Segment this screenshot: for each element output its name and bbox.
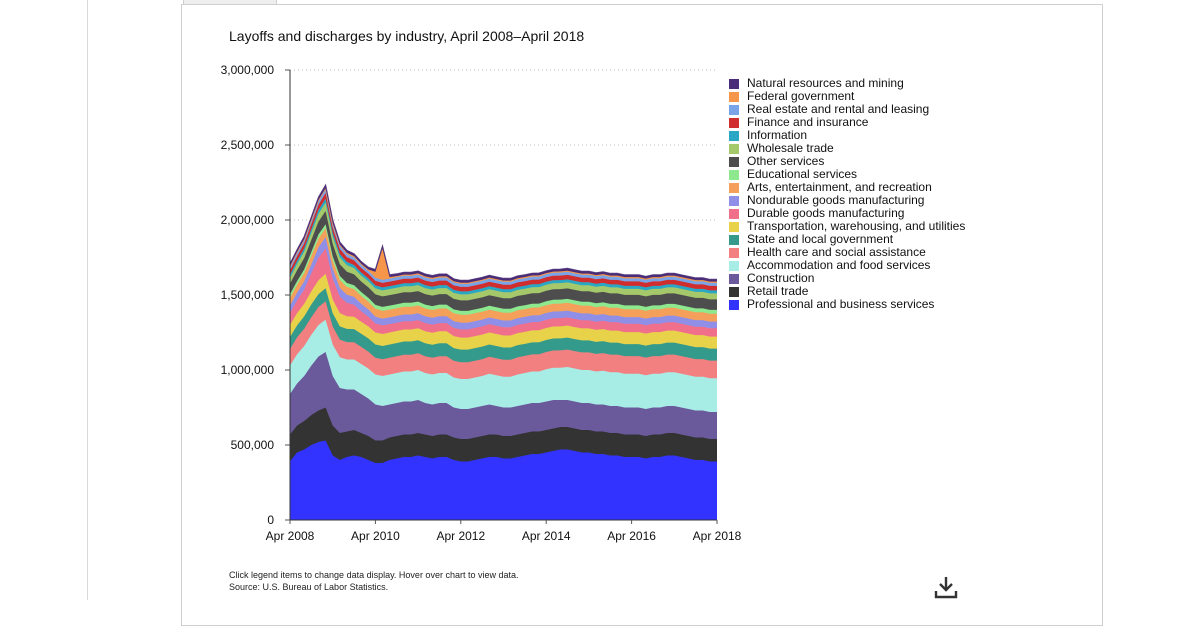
legend-swatch [729, 130, 739, 141]
download-icon [934, 577, 958, 599]
x-tick-label: Apr 2014 [522, 529, 571, 543]
legend-swatch [729, 221, 739, 232]
area-nondurable-goods-manufacturing[interactable] [290, 237, 717, 330]
area-state-and-local-government[interactable] [290, 288, 717, 363]
y-tick-label: 2,500,000 [221, 138, 275, 152]
area-professional-and-business-services[interactable] [290, 440, 717, 521]
chart-title: Layoffs and discharges by industry, Apri… [229, 28, 585, 44]
legend-label: Natural resources and mining [747, 76, 904, 90]
legend-swatch [729, 299, 739, 310]
x-tick-label: Apr 2008 [266, 529, 315, 543]
legend-swatch [729, 208, 739, 219]
chart-svg[interactable]: 0 500,000 1,000,000 1,500,000 2,000,000 2,500… [0, 0, 1192, 600]
legend-label: Wholesale trade [747, 141, 834, 155]
legend-item[interactable]: Arts, entertainment, and recreation [729, 181, 965, 194]
legend-label: Transportation, warehousing, and utiliti… [747, 219, 966, 233]
y-tick-label: 1,000,000 [221, 363, 275, 377]
legend-item[interactable]: Durable goods manufacturing [729, 207, 965, 220]
x-tick-label: Apr 2018 [693, 529, 742, 543]
legend-swatch [729, 195, 739, 206]
page-frame-line [87, 0, 88, 600]
legend-item[interactable]: Information [729, 129, 965, 142]
legend-item[interactable]: Federal government [729, 90, 965, 103]
area-durable-goods-manufacturing[interactable] [290, 248, 717, 338]
legend-label: Finance and insurance [747, 115, 869, 129]
series-line [289, 183, 717, 281]
y-tick-label: 3,000,000 [221, 63, 275, 77]
y-tick-label: 0 [267, 513, 274, 527]
legend-swatch [729, 78, 739, 89]
legend-item[interactable]: Transportation, warehousing, and utiliti… [729, 220, 965, 233]
legend-swatch [729, 286, 739, 297]
legend-swatch [729, 234, 739, 245]
legend-label: Information [747, 128, 808, 142]
area-retail-trade[interactable] [290, 407, 717, 464]
legend-item[interactable]: Wholesale trade [729, 142, 965, 155]
legend-label: Educational services [747, 167, 858, 181]
legend-swatch [729, 247, 739, 258]
legend-swatch [729, 156, 739, 167]
legend-label: Real estate and rental and leasing [747, 102, 930, 116]
area-wholesale-trade[interactable] [290, 202, 717, 301]
x-tick-label: Apr 2010 [351, 529, 400, 543]
legend-item[interactable]: Health care and social assistance [729, 246, 965, 259]
area-accommodation-and-food-services[interactable] [290, 319, 717, 412]
legend-label: Accommodation and food services [747, 258, 931, 272]
legend-label: Other services [747, 154, 825, 168]
legend-swatch [729, 143, 739, 154]
area-other-services[interactable] [290, 211, 717, 311]
chart-source-note: Source: U.S. Bureau of Labor Statistics. [229, 582, 389, 592]
legend-item[interactable]: Accommodation and food services [729, 259, 965, 272]
download-button[interactable] [933, 574, 959, 600]
legend-item[interactable]: Construction [729, 272, 965, 285]
legend-item[interactable]: State and local government [729, 233, 965, 246]
area-health-care-and-social-assistance[interactable] [290, 301, 717, 379]
legend-item[interactable]: Professional and business services [729, 298, 965, 311]
y-tick-label: 1,500,000 [221, 288, 275, 302]
legend-item[interactable]: Retail trade [729, 285, 965, 298]
chart-legend[interactable]: Natural resources and mining Federal gove… [729, 77, 965, 311]
y-tick-label: 2,000,000 [221, 213, 275, 227]
legend-swatch [729, 117, 739, 128]
legend-swatch [729, 91, 739, 102]
area-educational-services[interactable] [290, 224, 717, 315]
legend-label: Durable goods manufacturing [747, 206, 905, 220]
legend-label: Nondurable goods manufacturing [747, 193, 925, 207]
chart-instruction-note: Click legend items to change data displa… [229, 570, 519, 580]
x-tick-label: Apr 2012 [436, 529, 485, 543]
area-finance-and-insurance[interactable] [290, 192, 717, 292]
legend-label: State and local government [747, 232, 894, 246]
y-tick-label: 500,000 [231, 438, 275, 452]
area-arts-entertainment-and-recreation[interactable] [290, 228, 717, 323]
legend-item[interactable]: Real estate and rental and leasing [729, 103, 965, 116]
legend-swatch [729, 273, 739, 284]
legend-swatch [729, 260, 739, 271]
legend-item[interactable]: Educational services [729, 168, 965, 181]
legend-item[interactable]: Other services [729, 155, 965, 168]
legend-item[interactable]: Nondurable goods manufacturing [729, 194, 965, 207]
legend-label: Federal government [747, 89, 855, 103]
area-construction[interactable] [290, 352, 717, 441]
legend-label: Construction [747, 271, 815, 285]
x-tick-label: Apr 2016 [607, 529, 656, 543]
legend-item[interactable]: Finance and insurance [729, 116, 965, 129]
legend-swatch [729, 104, 739, 115]
legend-label: Arts, entertainment, and recreation [747, 180, 932, 194]
legend-item[interactable]: Natural resources and mining [729, 77, 965, 90]
legend-label: Health care and social assistance [747, 245, 926, 259]
legend-swatch [729, 169, 739, 180]
legend-swatch [729, 182, 739, 193]
legend-label: Retail trade [747, 284, 809, 298]
legend-label: Professional and business services [747, 297, 935, 311]
